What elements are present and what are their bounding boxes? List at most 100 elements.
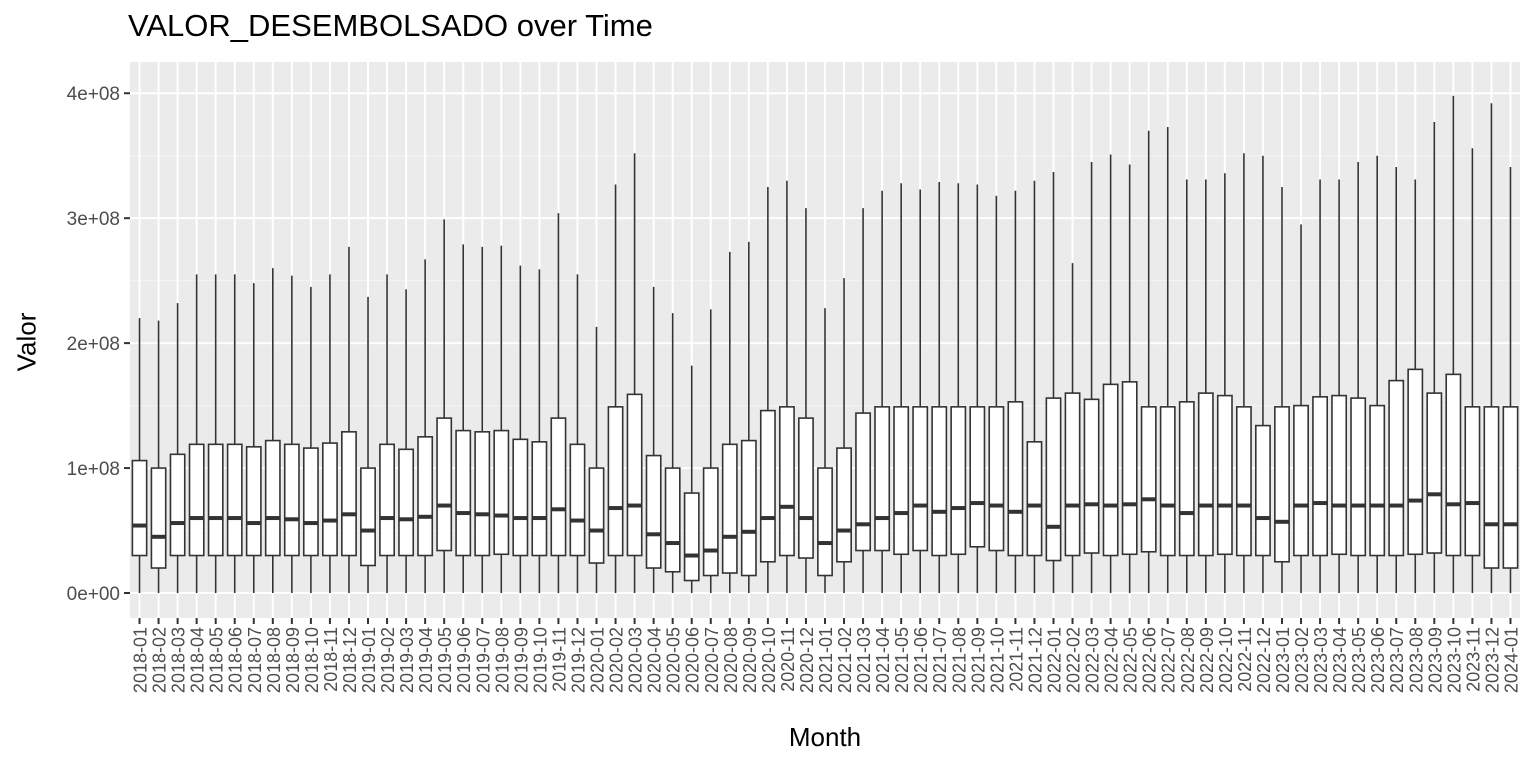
x-tick-label: 2019-12 xyxy=(568,627,588,693)
box xyxy=(836,447,852,563)
x-tick-label: 2020-02 xyxy=(607,627,627,693)
box xyxy=(131,459,148,557)
box xyxy=(1388,379,1405,557)
x-tick-label: 2018-09 xyxy=(283,627,303,693)
x-tick-label: 2021-10 xyxy=(987,627,1007,693)
x-tick-label: 2023-08 xyxy=(1406,627,1426,693)
box xyxy=(1502,406,1519,569)
box xyxy=(607,406,624,557)
y-tick-label: 0e+00 xyxy=(67,584,120,605)
box xyxy=(264,439,281,557)
box xyxy=(283,443,300,557)
box xyxy=(664,467,681,573)
x-tick-label: 2019-06 xyxy=(454,627,474,693)
x-tick-label: 2018-03 xyxy=(169,627,189,693)
x-tick-label: 2021-03 xyxy=(854,627,874,693)
x-tick-label: 2018-05 xyxy=(207,627,227,693)
x-tick-label: 2019-08 xyxy=(492,627,512,693)
x-tick-label: 2022-08 xyxy=(1178,627,1198,693)
x-tick-label: 2023-10 xyxy=(1444,627,1464,693)
x-tick-label: 2023-11 xyxy=(1463,627,1483,692)
box xyxy=(398,448,415,557)
x-tick-label: 2022-05 xyxy=(1121,627,1141,693)
box xyxy=(207,443,224,557)
box xyxy=(1216,394,1233,556)
x-tick-label: 2020-08 xyxy=(721,627,741,693)
x-tick-label: 2022-01 xyxy=(1044,627,1064,693)
x-tick-label: 2019-05 xyxy=(435,627,455,693)
x-tick-label: 2020-07 xyxy=(702,627,722,693)
box xyxy=(569,443,586,557)
box xyxy=(169,453,186,557)
x-tick-label: 2021-01 xyxy=(816,627,836,693)
box xyxy=(360,467,376,567)
box xyxy=(1331,394,1348,556)
x-tick-label: 2021-07 xyxy=(930,627,950,693)
x-tick-label: 2021-08 xyxy=(949,627,969,693)
box xyxy=(950,406,967,556)
x-tick-label: 2023-02 xyxy=(1292,627,1312,693)
box xyxy=(1121,381,1138,556)
box xyxy=(1350,397,1367,557)
box xyxy=(1178,401,1195,557)
x-tick-label: 2018-06 xyxy=(226,627,246,693)
x-tick-label: 2020-06 xyxy=(683,627,703,693)
x-tick-label: 2020-11 xyxy=(778,627,798,692)
x-tick-label: 2021-11 xyxy=(1006,627,1026,692)
box xyxy=(1064,392,1081,557)
box xyxy=(1426,392,1443,554)
x-tick-label: 2020-01 xyxy=(588,627,608,693)
box xyxy=(874,406,891,552)
x-tick-label: 2021-02 xyxy=(835,627,855,693)
box xyxy=(245,446,262,557)
x-tick-label: 2019-11 xyxy=(549,627,569,692)
box xyxy=(1235,406,1252,557)
box xyxy=(988,406,1005,552)
x-tick-label: 2023-05 xyxy=(1349,627,1369,693)
box xyxy=(912,406,929,552)
x-tick-label: 2019-01 xyxy=(359,627,379,693)
x-tick-label: 2022-07 xyxy=(1159,627,1179,693)
x-tick-label: 2023-12 xyxy=(1482,627,1502,693)
box xyxy=(474,431,491,557)
box xyxy=(740,439,757,577)
box xyxy=(759,409,776,563)
box xyxy=(531,441,548,557)
box xyxy=(645,454,662,569)
box xyxy=(1312,396,1329,557)
x-tick-label: 2018-01 xyxy=(131,627,151,693)
x-tick-label: 2019-07 xyxy=(473,627,493,693)
box xyxy=(1026,441,1043,557)
box xyxy=(855,412,872,552)
box xyxy=(588,467,605,564)
box xyxy=(302,447,319,557)
x-tick-label: 2023-03 xyxy=(1311,627,1331,693)
x-tick-label: 2023-04 xyxy=(1330,627,1350,693)
x-tick-label: 2020-03 xyxy=(626,627,646,693)
x-tick-label: 2019-04 xyxy=(416,627,436,693)
box xyxy=(626,393,643,557)
x-tick-label: 2020-10 xyxy=(759,627,779,693)
chart-title: VALOR_DESEMBOLSADO over Time xyxy=(128,8,653,43)
x-tick-label: 2022-12 xyxy=(1254,627,1274,693)
x-tick-label: 2023-09 xyxy=(1425,627,1445,693)
x-tick-label: 2022-10 xyxy=(1216,627,1236,693)
x-tick-label: 2019-02 xyxy=(378,627,398,693)
box xyxy=(1255,424,1271,557)
box xyxy=(778,406,795,557)
box xyxy=(1045,397,1062,562)
box xyxy=(1274,406,1290,563)
box xyxy=(817,467,833,577)
box xyxy=(493,429,510,556)
box xyxy=(798,417,814,559)
box xyxy=(702,467,719,577)
x-tick-label: 2019-03 xyxy=(397,627,417,693)
box xyxy=(1464,406,1481,557)
x-tick-label: 2021-09 xyxy=(968,627,988,693)
x-tick-label: 2018-10 xyxy=(302,627,322,693)
x-tick-label: 2018-11 xyxy=(321,627,341,692)
box xyxy=(226,443,243,557)
box xyxy=(1293,404,1309,557)
